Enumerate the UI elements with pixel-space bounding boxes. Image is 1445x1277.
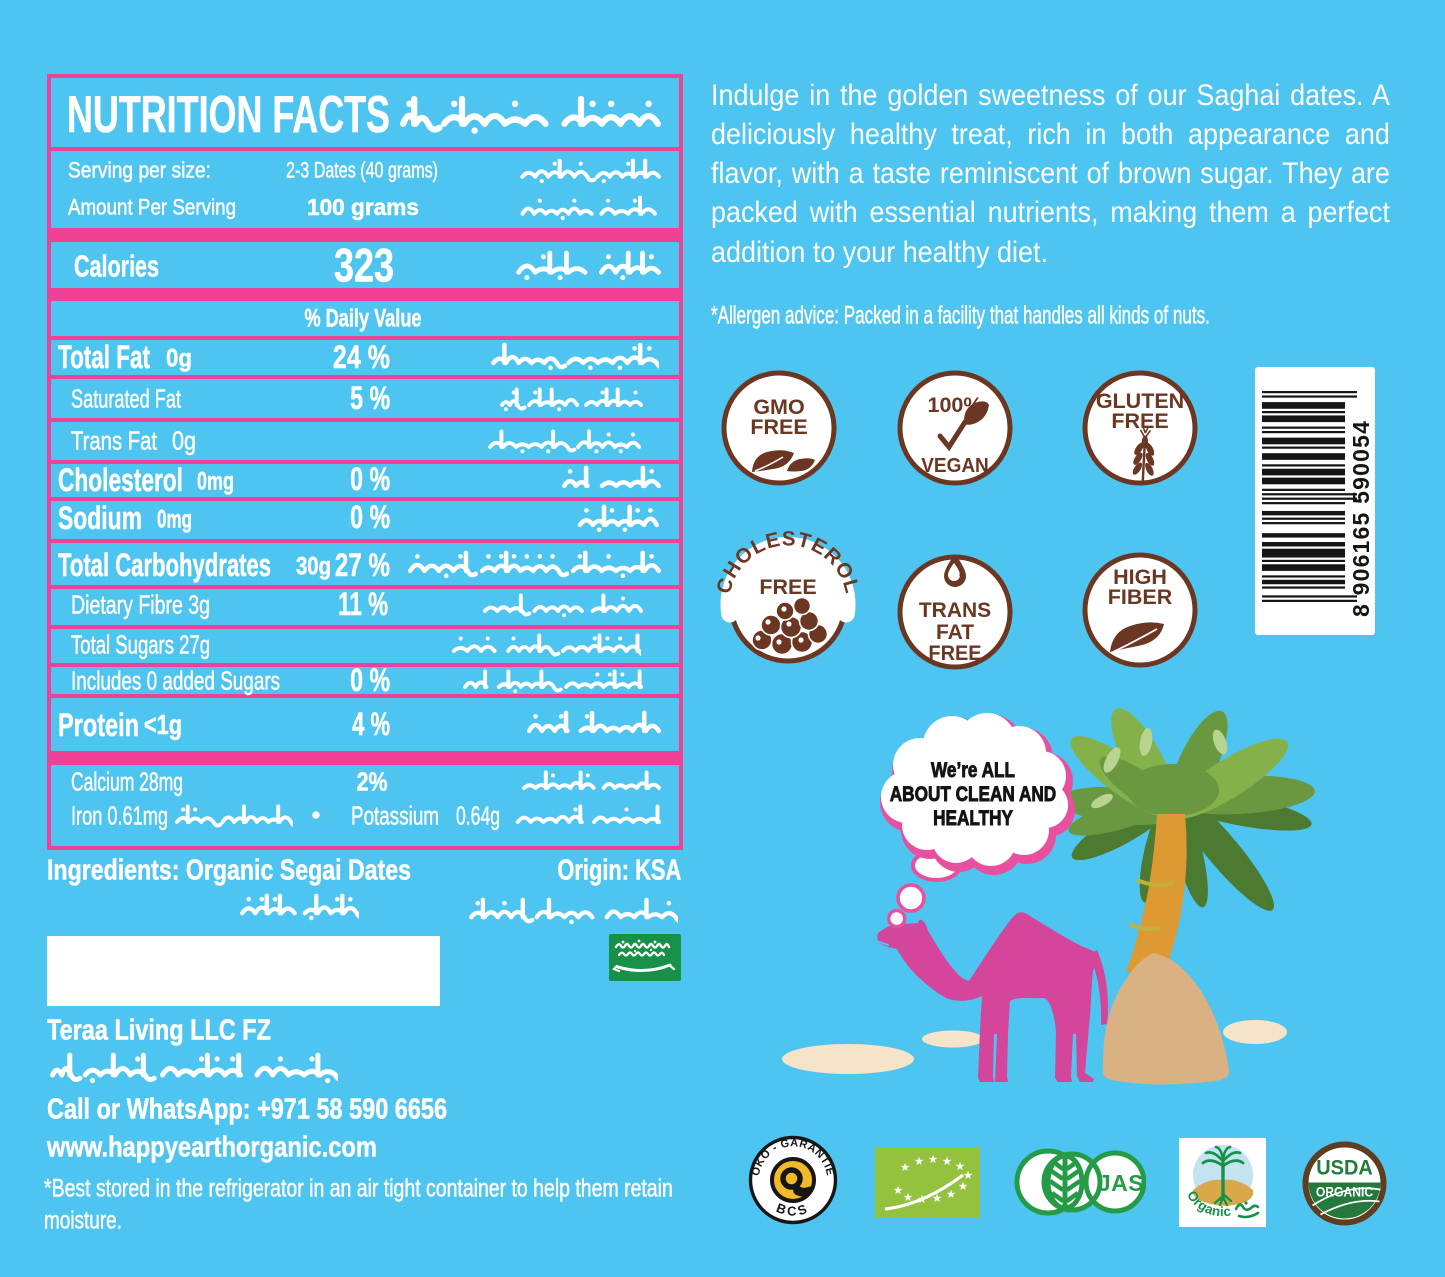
svg-text:★: ★ [946,1189,956,1201]
svg-text:FREE: FREE [759,575,816,599]
svg-text:JAS: JAS [1098,1170,1144,1196]
svg-text:★: ★ [955,1161,965,1173]
svg-text:ABOUT CLEAN AND: ABOUT CLEAN AND [890,782,1056,806]
svg-text:VEGAN: VEGAN [921,454,989,477]
svg-text:★: ★ [932,1193,942,1205]
svg-text:★: ★ [893,1185,903,1197]
svg-text:FREE: FREE [1111,409,1168,433]
svg-text:FREE: FREE [928,642,981,666]
svg-text:HEALTHY: HEALTHY [933,806,1013,830]
svg-text:★: ★ [903,1192,913,1204]
svg-text:BCS: BCS [774,1200,811,1219]
svg-text:GMO: GMO [753,395,804,419]
svg-text:TRANS: TRANS [919,599,991,622]
svg-text:FREE: FREE [750,415,807,439]
svg-text:We’re ALL: We’re ALL [931,758,1015,782]
svg-text:★: ★ [963,1170,973,1182]
svg-text:GLUTEN: GLUTEN [1096,389,1184,413]
svg-text:FAT: FAT [936,621,974,644]
svg-text:★: ★ [900,1162,910,1174]
svg-text:USDA: USDA [1316,1156,1373,1180]
svg-text:★: ★ [958,1181,968,1193]
svg-text:8 906165 590054: 8 906165 590054 [1348,420,1374,617]
svg-text:FIBER: FIBER [1108,585,1173,609]
svg-text:★: ★ [914,1156,924,1168]
svg-text:ORGANIC: ORGANIC [1316,1184,1373,1200]
svg-text:★: ★ [928,1154,938,1166]
svg-text:★: ★ [942,1156,952,1168]
svg-text:HIGH: HIGH [1113,565,1167,589]
